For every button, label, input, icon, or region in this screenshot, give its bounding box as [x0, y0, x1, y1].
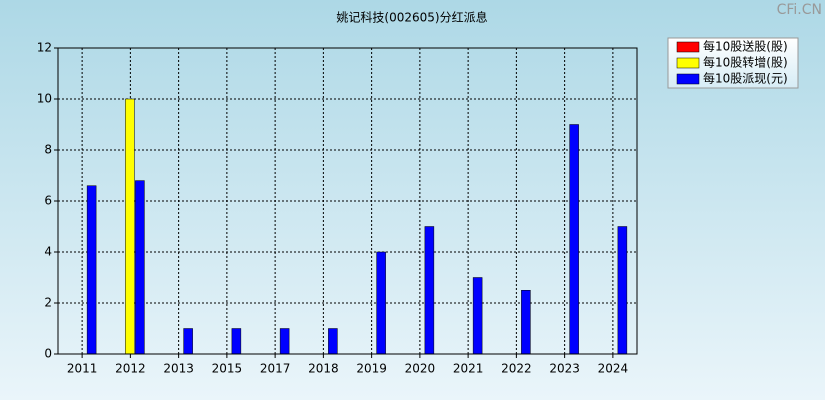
- watermark: CFi.CN: [777, 2, 822, 18]
- bar: [135, 180, 145, 355]
- bar: [521, 290, 531, 355]
- y-tick-label: 8: [44, 143, 52, 157]
- bar: [125, 98, 135, 355]
- x-tick-label: 2023: [549, 362, 580, 376]
- legend-swatch: [676, 41, 700, 53]
- legend-swatch: [676, 73, 700, 85]
- y-tick-label: 6: [44, 194, 52, 208]
- x-tick-label: 2022: [501, 362, 532, 376]
- x-tick-label: 2011: [67, 362, 98, 376]
- x-tick-label: 2021: [453, 362, 484, 376]
- x-tick-label: 2024: [598, 362, 629, 376]
- bar: [328, 328, 338, 355]
- x-tick-label: 2013: [163, 362, 194, 376]
- chart-title: 姚记科技(002605)分红派息: [336, 10, 487, 25]
- y-tick-label: 10: [37, 92, 52, 106]
- x-tick-label: 2015: [212, 362, 243, 376]
- bar: [472, 277, 483, 355]
- x-tick-label: 2020: [405, 362, 436, 376]
- legend-label: 每10股派现(元): [703, 71, 788, 86]
- legend-label: 每10股转增(股): [703, 55, 788, 70]
- plot-frame: [57, 47, 638, 355]
- bar: [569, 124, 579, 355]
- x-tick-label: 2019: [356, 362, 387, 376]
- legend-swatch: [676, 57, 700, 69]
- bar: [617, 226, 628, 355]
- x-tick-label: 2017: [260, 362, 291, 376]
- bar: [279, 328, 290, 355]
- y-tick-label: 4: [44, 245, 52, 259]
- bar: [424, 226, 435, 355]
- bar: [231, 328, 242, 355]
- y-tick-label: 2: [44, 296, 52, 310]
- bar: [183, 328, 193, 355]
- y-tick-label: 12: [37, 41, 52, 55]
- bar: [86, 185, 97, 355]
- legend-label: 每10股送股(股): [703, 39, 788, 54]
- x-tick-label: 2018: [308, 362, 339, 376]
- x-tick-label: 2012: [115, 362, 146, 376]
- y-tick-label: 0: [44, 347, 52, 361]
- bar: [376, 251, 386, 355]
